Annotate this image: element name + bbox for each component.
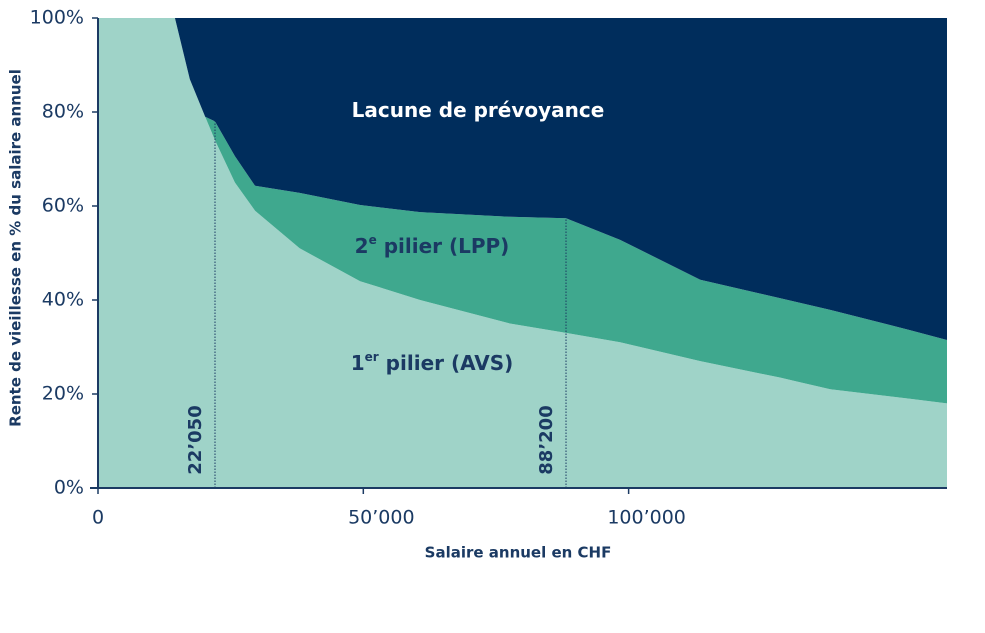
y-tick-label: 100%	[30, 7, 84, 29]
y-axis-label: Rente de vieillesse en % du salaire annu…	[7, 69, 25, 427]
x-tick-label: 50’000	[348, 507, 414, 529]
area-label: Lacune de prévoyance	[352, 98, 605, 122]
area-label-sup: e	[369, 233, 377, 247]
y-tick-label: 60%	[42, 195, 84, 217]
y-tick-label: 0%	[54, 477, 84, 499]
area-label-main: Lacune de prévoyance	[352, 98, 605, 122]
y-tick-label: 20%	[42, 383, 84, 405]
area-label-rest: pilier (AVS)	[379, 351, 514, 375]
x-tick-label: 100’000	[607, 507, 686, 529]
marker-label: 22’050	[185, 405, 206, 474]
area	[98, 18, 947, 404]
area-label: 1er pilier (AVS)	[351, 350, 514, 375]
area-label-main: 1	[351, 351, 365, 375]
area-label-rest: pilier (LPP)	[377, 234, 510, 258]
y-tick-label: 80%	[42, 101, 84, 123]
x-tick-label: 0	[92, 507, 104, 529]
x-axis-label: Salaire annuel en CHF	[425, 544, 612, 562]
area	[98, 18, 947, 488]
y-tick-label: 40%	[42, 289, 84, 311]
area-label: 2e pilier (LPP)	[355, 233, 510, 258]
area-label-main: 2	[355, 234, 369, 258]
marker-label: 88’200	[536, 405, 557, 474]
area-label-sup: er	[365, 350, 379, 364]
area	[98, 18, 947, 340]
